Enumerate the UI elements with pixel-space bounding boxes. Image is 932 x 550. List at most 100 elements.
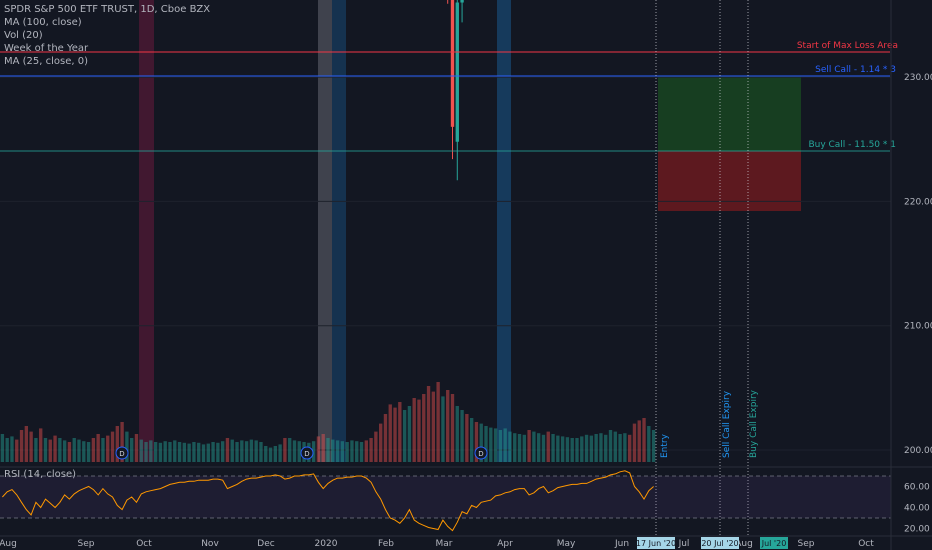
- legend: SPDR S&P 500 ETF TRUST, 1D, Cboe BZX MA …: [4, 4, 210, 67]
- volume-bar: [556, 435, 560, 462]
- max-loss-label: Start of Max Loss Area: [797, 41, 898, 51]
- volume-bar: [594, 434, 598, 462]
- volume-bar: [201, 444, 206, 462]
- candle: [450, 0, 455, 160]
- volume-bar: [498, 430, 503, 462]
- entry-label: Entry: [660, 433, 670, 458]
- date-tag[interactable]: 17 Jun '20: [636, 537, 676, 549]
- volume-bar: [101, 438, 105, 462]
- volume-bar: [484, 426, 488, 462]
- profit-zone[interactable]: [658, 76, 801, 151]
- volume-bar: [426, 386, 431, 462]
- volume-bars: [0, 382, 656, 462]
- price-tick-label: 210.00: [904, 322, 932, 332]
- volume-bar: [460, 410, 464, 462]
- svg-text:D: D: [119, 450, 124, 458]
- volume-bar: [62, 440, 67, 462]
- candle: [455, 0, 459, 181]
- volume-bar: [34, 438, 38, 462]
- volume-bar: [551, 434, 555, 462]
- volume-bar: [187, 443, 191, 462]
- volume-bar: [532, 431, 536, 462]
- volume-bar: [465, 414, 469, 462]
- volume-bar: [565, 437, 570, 462]
- volume-bar: [268, 447, 273, 462]
- volume-bar: [350, 440, 354, 462]
- time-tick-label: Aug: [0, 539, 17, 549]
- volume-bar: [393, 407, 397, 462]
- volume-bar: [469, 418, 474, 462]
- rsi-band: [0, 476, 891, 518]
- volume-bar: [72, 438, 76, 462]
- volume-bar: [259, 442, 263, 462]
- sell-expiry-label: Sell Call Expiry: [722, 390, 732, 458]
- volume-bar: [230, 439, 234, 462]
- volume-bar: [455, 406, 459, 462]
- volume-bar: [278, 444, 282, 462]
- volume-bar: [575, 438, 579, 462]
- legend-title[interactable]: SPDR S&P 500 ETF TRUST, 1D, Cboe BZX: [4, 4, 210, 15]
- volume-bar: [240, 440, 244, 462]
- week-band-dec: [318, 0, 332, 462]
- volume-bar: [149, 440, 153, 462]
- volume-bar: [642, 418, 646, 462]
- date-tag[interactable]: Jul '20: [760, 537, 788, 549]
- legend-study-week[interactable]: Week of the Year: [4, 43, 89, 54]
- volume-bar: [153, 442, 158, 462]
- volume-bar: [48, 439, 52, 462]
- volume-bar: [651, 430, 656, 462]
- volume-bar: [345, 442, 349, 462]
- time-tick-label: Oct: [136, 539, 152, 549]
- price-axis[interactable]: 200.00 210.00 220.00 230.00: [904, 73, 932, 456]
- volume-bar: [10, 436, 14, 462]
- grid: [0, 76, 891, 451]
- time-axis[interactable]: Aug Sep Oct Nov Dec 2020 Feb Mar Apr May Jun Jul Aug…: [0, 539, 874, 549]
- volume-bar: [173, 440, 177, 462]
- volume-bar: [359, 442, 364, 462]
- volume-bar: [570, 438, 574, 462]
- volume-bar: [431, 391, 436, 462]
- volume-bar: [163, 441, 167, 462]
- rsi-legend[interactable]: RSI (14, close): [4, 469, 76, 480]
- volume-bar: [130, 438, 134, 462]
- dividend-marker-1[interactable]: D: [115, 446, 129, 460]
- volume-bar: [335, 440, 340, 462]
- volume-bar: [297, 441, 301, 462]
- volume-bar: [0, 434, 5, 462]
- rsi-tick-label: 40.00: [904, 504, 930, 514]
- legend-study-ma100[interactable]: MA (100, close): [4, 17, 82, 28]
- volume-bar: [43, 438, 48, 462]
- legend-study-ma25[interactable]: MA (25, close, 0): [4, 56, 88, 67]
- legend-study-vol[interactable]: Vol (20): [4, 30, 43, 41]
- dividend-marker-2[interactable]: D: [300, 446, 314, 460]
- loss-zone[interactable]: [658, 151, 801, 211]
- rsi-axis[interactable]: 20.00 40.00 60.00: [904, 483, 930, 535]
- volume-bar: [522, 434, 526, 462]
- time-tick-label: Dec: [257, 539, 274, 549]
- volume-bar: [283, 438, 287, 462]
- time-tick-label: Apr: [497, 539, 513, 549]
- volume-bar: [311, 441, 316, 462]
- date-tag[interactable]: 20 Jul '20: [701, 537, 739, 549]
- volume-bar: [264, 446, 268, 462]
- volume-bar: [355, 441, 359, 462]
- volume-bar: [53, 435, 57, 462]
- volume-bar: [120, 422, 124, 462]
- volume-bar: [580, 436, 584, 462]
- rsi-line: [2, 470, 654, 532]
- volume-bar: [192, 442, 196, 462]
- volume-bar: [182, 442, 187, 462]
- volume-bar: [321, 434, 325, 462]
- volume-bar: [125, 431, 129, 462]
- volume-bar: [216, 442, 220, 462]
- volume-bar: [144, 442, 148, 462]
- volume-bar: [489, 427, 493, 462]
- volume-bar: [225, 438, 230, 462]
- volume-bar: [537, 433, 541, 462]
- volume-bar: [613, 431, 617, 462]
- volume-bar: [106, 435, 110, 462]
- time-tick-label: May: [557, 539, 576, 549]
- volume-bar: [503, 428, 507, 462]
- dividend-marker-3[interactable]: D: [474, 446, 488, 460]
